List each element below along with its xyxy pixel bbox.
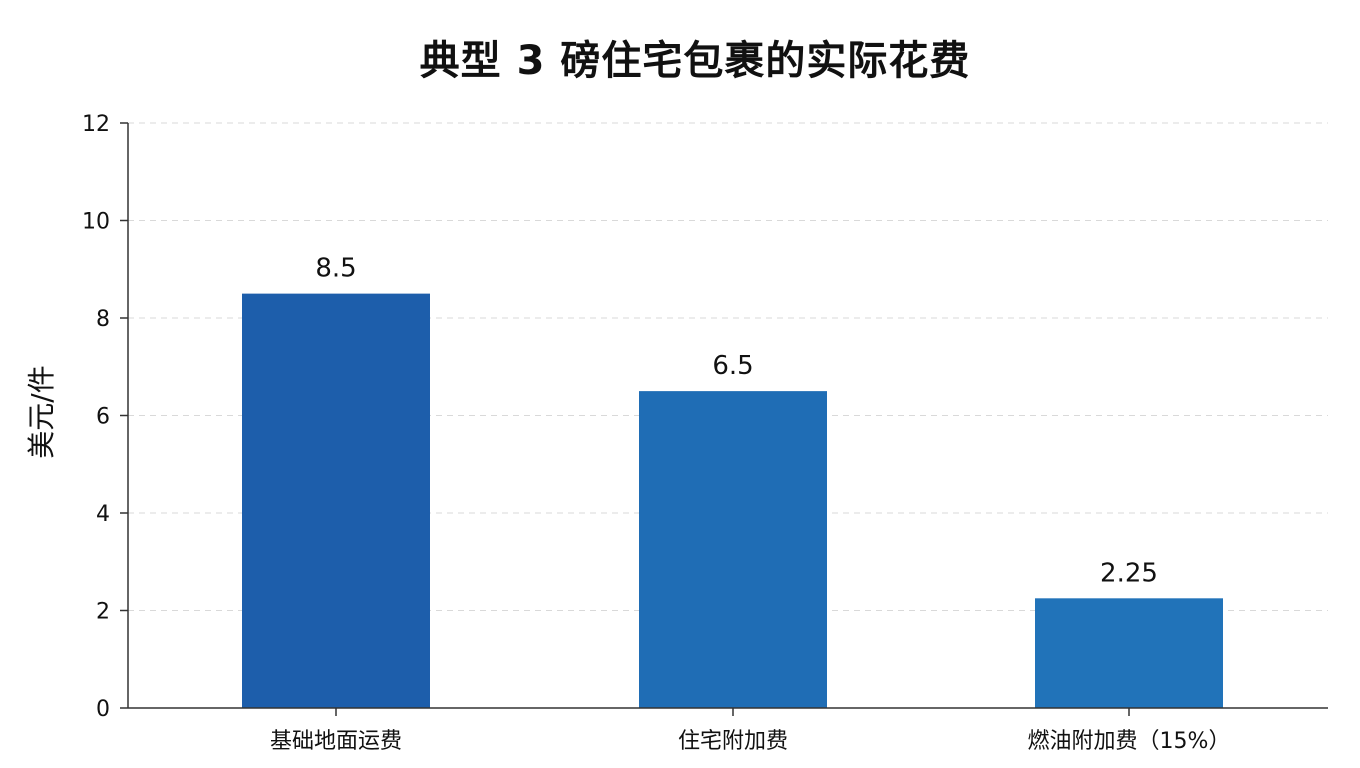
axes xyxy=(120,122,1328,716)
labels: 0 2 4 6 8 10 12 8.5 基础地面运费 6.5 住宅附加费 2.25 燃油附加费（15%） xyxy=(82,112,1230,754)
y-tick-label: 0 xyxy=(96,697,110,722)
bar xyxy=(242,293,430,708)
x-category-label: 燃油附加费（15%） xyxy=(1028,729,1231,754)
y-tick-label: 2 xyxy=(96,600,110,625)
bar-value-label: 2.25 xyxy=(1100,558,1158,588)
bar xyxy=(1035,598,1223,708)
x-category-label: 基础地面运费 xyxy=(270,729,402,754)
y-tick-label: 6 xyxy=(96,405,110,430)
y-tick-label: 4 xyxy=(96,502,110,527)
chart-title: 典型 3 磅住宅包裹的实际花费 xyxy=(419,38,971,84)
bar xyxy=(639,391,827,708)
y-tick-label: 10 xyxy=(82,210,110,235)
y-tick-label: 8 xyxy=(96,307,110,332)
bar-value-label: 6.5 xyxy=(712,351,753,381)
y-tick-label: 12 xyxy=(82,112,110,137)
bar-value-label: 8.5 xyxy=(315,254,356,284)
x-category-label: 住宅附加费 xyxy=(678,729,788,754)
bars xyxy=(242,293,1223,708)
